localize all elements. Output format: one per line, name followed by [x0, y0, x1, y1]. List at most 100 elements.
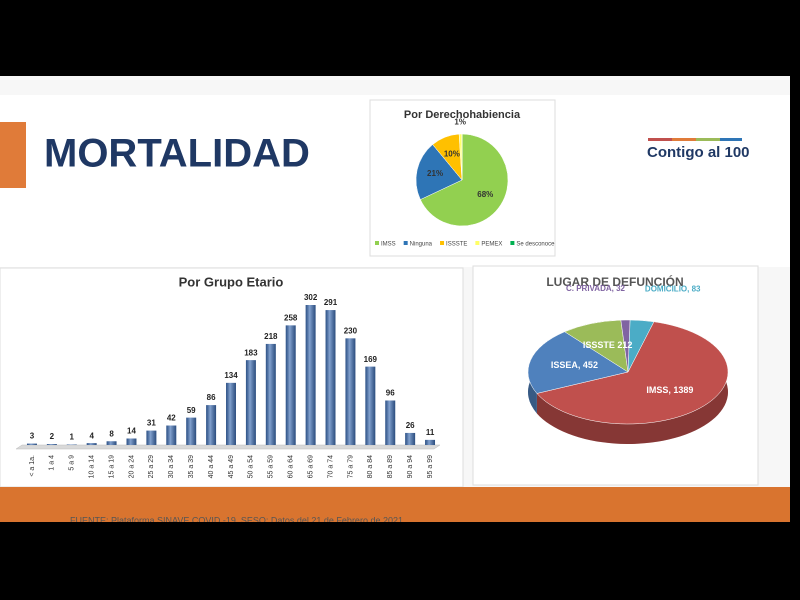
x-tick-label: 30 a 34: [168, 455, 175, 478]
bar-shine: [226, 382, 236, 445]
floor: [15, 444, 441, 450]
bar-shine: [285, 325, 296, 445]
x-tick-label: 20 a 24: [128, 455, 135, 478]
data-label: 258: [284, 314, 298, 323]
x-tick-label: 90 a 94: [407, 455, 414, 478]
bar-shine: [245, 360, 256, 445]
chart-title: Por Grupo Etario: [179, 274, 284, 289]
bar-shine: [425, 439, 436, 445]
pie-slice: [627, 319, 655, 373]
legend-label: PEMEX: [481, 242, 502, 248]
logo-bar: [696, 138, 720, 141]
legend-label: ISSSTE: [446, 242, 467, 248]
bar-shine: [146, 430, 157, 445]
data-label: 96: [386, 389, 395, 398]
data-label: 14: [127, 427, 136, 436]
x-tick-label: 70 a 74: [327, 455, 334, 478]
data-label: 183: [244, 348, 258, 357]
data-label: ISSEA, 452: [551, 360, 598, 370]
x-tick-label: 25 a 29: [148, 455, 155, 478]
bar-shine: [385, 400, 396, 445]
page-title: MORTALIDAD: [44, 132, 310, 176]
x-tick-label: < a 1a.: [29, 455, 36, 477]
x-tick-label: 45 a 49: [228, 455, 235, 478]
bar-shine: [345, 338, 356, 445]
x-tick-label: 95 a 99: [427, 455, 434, 478]
x-tick-label: 65 a 69: [307, 455, 314, 478]
logo-bar: [648, 138, 672, 141]
bar-shine: [166, 425, 177, 445]
pie-panel: [369, 99, 556, 257]
legend-swatch: [440, 241, 445, 245]
pie-slice: [536, 321, 729, 425]
bar-shine: [365, 366, 376, 445]
data-label: 291: [324, 298, 338, 307]
legend-swatch: [510, 241, 515, 245]
data-label: 302: [304, 293, 318, 302]
x-tick-label: 50 a 54: [248, 455, 255, 478]
x-tick-label: 60 a 64: [288, 455, 295, 478]
data-label: 59: [187, 406, 196, 415]
source-note: FUENTE: Plataforma SINAVE COVID -19. SES…: [70, 515, 403, 525]
legend-swatch: [475, 241, 480, 245]
bar-shine: [405, 432, 416, 445]
legend-label: Ninguna: [410, 242, 433, 248]
bar-shine: [86, 443, 97, 445]
bar-shine: [265, 343, 276, 445]
data-label: 3: [30, 432, 35, 441]
bar-shine: [106, 441, 117, 445]
pie-slice: [415, 144, 463, 200]
data-label: 68%: [477, 190, 493, 199]
bar-shine: [126, 438, 137, 445]
footer-band: [0, 487, 790, 522]
legend-label: Se desconoce: [516, 242, 555, 248]
x-tick-label: 5 a 9: [69, 455, 76, 471]
data-label: 169: [364, 355, 378, 364]
logo-bar: [672, 138, 696, 141]
x-tick-label: 35 a 39: [188, 455, 195, 478]
data-label: 134: [224, 371, 238, 380]
chart-title: LUGAR DE DEFUNCIÓN: [546, 274, 683, 289]
data-label: 218: [264, 332, 278, 341]
data-label: IMSS, 1389: [646, 385, 693, 395]
data-label: 26: [406, 421, 415, 430]
x-tick-label: 55 a 59: [268, 455, 275, 478]
data-label: 86: [207, 393, 216, 402]
x-tick-label: 75 a 79: [347, 455, 354, 478]
charts: Por Derechohabiencia 68% 21% 10% 1% IMSS Ningu…: [15, 109, 729, 478]
x-tick-label: 10 a 14: [89, 455, 96, 478]
bar-shine: [46, 444, 57, 445]
x-tick-label: 80 a 84: [367, 455, 374, 478]
data-label: ISSSTE 212: [583, 340, 633, 350]
data-label: 31: [147, 419, 156, 428]
bar-shine: [325, 310, 336, 445]
data-label: 230: [344, 326, 358, 335]
legend-label: IMSS: [381, 242, 396, 248]
x-tick-label: 40 a 44: [208, 455, 215, 478]
data-label: 2: [50, 432, 55, 441]
bar-panel: [0, 267, 464, 488]
pie-slice: [420, 133, 509, 227]
data-label: DOMICILIO, 83: [645, 285, 701, 294]
legend-swatch: [403, 241, 408, 245]
logo-bar: [720, 138, 742, 141]
pie-slice: [527, 331, 629, 394]
x-tick-label: 85 a 89: [387, 455, 394, 478]
data-label: 1: [70, 433, 75, 442]
title-accent: [0, 122, 26, 188]
bar-shine: [206, 405, 217, 445]
data-label: 11: [426, 428, 435, 437]
chart-title: Por Derechohabiencia: [404, 109, 521, 121]
data-label: 4: [89, 431, 94, 440]
data-label: C. PRIVADA, 32: [566, 284, 626, 293]
data-label: 10%: [444, 149, 460, 158]
data-label: 21%: [427, 169, 443, 178]
data-label: 1%: [454, 118, 466, 127]
bar-shine: [305, 305, 316, 445]
x-tick-label: 1 a 4: [49, 455, 56, 471]
bottom-bar: [0, 522, 800, 600]
x-tick-label: 15 a 19: [108, 455, 115, 478]
data-label: 42: [167, 414, 176, 423]
